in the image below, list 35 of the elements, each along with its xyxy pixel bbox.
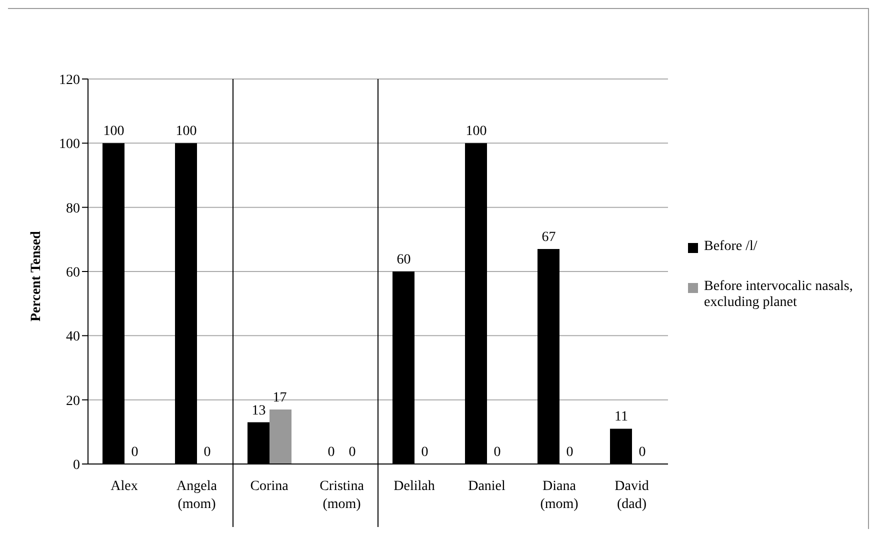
data-label: 0 xyxy=(494,445,501,460)
y-tick-label: 0 xyxy=(73,458,80,473)
y-axis-title: Percent Tensed xyxy=(28,230,44,322)
y-tick-label: 60 xyxy=(66,265,80,280)
x-tick-label: Delilah xyxy=(394,479,435,494)
x-tick-label: Angela (mom) xyxy=(176,479,218,512)
data-label: 0 xyxy=(204,445,211,460)
legend-label: Before /l/ xyxy=(704,239,758,255)
data-label: 60 xyxy=(396,252,411,268)
data-label: 0 xyxy=(566,445,574,460)
data-label: 100 xyxy=(466,124,487,140)
x-tick-label: Alex xyxy=(110,479,138,494)
x-tick-label: David (dad) xyxy=(614,479,649,512)
data-label: 0 xyxy=(421,445,428,460)
data-label: 0 xyxy=(328,445,335,460)
data-label: 0 xyxy=(131,445,138,460)
legend-label: Before intervocalic nasals, excluding planet xyxy=(704,279,854,311)
data-label: 100 xyxy=(103,124,124,140)
y-tick-label: 20 xyxy=(66,394,80,409)
bar xyxy=(270,409,292,464)
x-tick-label: Daniel xyxy=(468,479,506,494)
data-label: 67 xyxy=(542,230,556,246)
x-tick-label: Diana (mom) xyxy=(540,479,579,512)
y-tick-label: 80 xyxy=(66,201,80,216)
data-label: 0 xyxy=(348,445,356,460)
y-tick-label: 120 xyxy=(59,72,80,88)
data-label: 17 xyxy=(272,390,287,406)
x-tick-label: Corina xyxy=(250,479,290,494)
y-tick-label: 40 xyxy=(66,330,80,345)
x-tick-label: Cristina (mom) xyxy=(320,479,365,512)
data-label: 100 xyxy=(176,124,197,140)
y-tick-label: 100 xyxy=(59,137,80,152)
data-label: 13 xyxy=(252,403,266,418)
data-label: 0 xyxy=(638,445,646,460)
data-label: 11 xyxy=(614,410,628,425)
